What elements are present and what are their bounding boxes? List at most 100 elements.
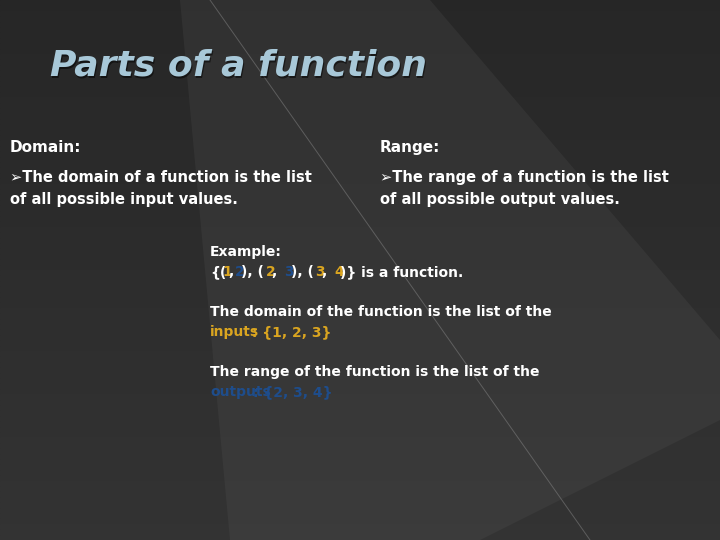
- Bar: [0, 535, 720, 540]
- Bar: [0, 162, 720, 167]
- Bar: [0, 486, 720, 491]
- Bar: [0, 113, 720, 119]
- Bar: [0, 351, 720, 356]
- Bar: [0, 205, 720, 211]
- Bar: [0, 54, 720, 59]
- Bar: [0, 356, 720, 362]
- Bar: [0, 248, 720, 254]
- Bar: [0, 5, 720, 11]
- Bar: [0, 437, 720, 443]
- Bar: [0, 286, 720, 292]
- Bar: [0, 470, 720, 475]
- Bar: [0, 211, 720, 216]
- Bar: [0, 11, 720, 16]
- Bar: [0, 135, 720, 140]
- Bar: [0, 324, 720, 329]
- Text: ,: ,: [272, 265, 282, 279]
- Bar: [0, 130, 720, 135]
- Text: 2: 2: [266, 265, 276, 279]
- Bar: [0, 81, 720, 86]
- Bar: [0, 103, 720, 108]
- Text: 3: 3: [315, 265, 325, 279]
- Text: Domain:: Domain:: [10, 140, 81, 155]
- Bar: [0, 32, 720, 38]
- Bar: [0, 329, 720, 335]
- Bar: [0, 508, 720, 513]
- Bar: [0, 184, 720, 189]
- Bar: [0, 475, 720, 481]
- Text: 2: 2: [235, 265, 245, 279]
- Bar: [0, 518, 720, 524]
- Bar: [0, 238, 720, 243]
- Bar: [0, 340, 720, 346]
- Bar: [0, 308, 720, 313]
- Bar: [0, 157, 720, 162]
- Bar: [0, 108, 720, 113]
- Bar: [0, 167, 720, 173]
- Text: The domain of the function is the list of the: The domain of the function is the list o…: [210, 305, 552, 319]
- Bar: [0, 265, 720, 270]
- Bar: [0, 0, 720, 5]
- Text: Range:: Range:: [380, 140, 441, 155]
- Bar: [0, 200, 720, 205]
- Text: outputs: outputs: [210, 385, 271, 399]
- Text: ,: ,: [322, 265, 332, 279]
- Bar: [0, 367, 720, 373]
- Bar: [0, 502, 720, 508]
- Text: : {1, 2, 3}: : {1, 2, 3}: [247, 325, 332, 339]
- Bar: [0, 124, 720, 130]
- Bar: [0, 427, 720, 432]
- Bar: [0, 92, 720, 97]
- Bar: [0, 194, 720, 200]
- Text: 3: 3: [284, 265, 294, 279]
- Bar: [0, 410, 720, 416]
- Bar: [0, 335, 720, 340]
- Bar: [0, 432, 720, 437]
- Bar: [0, 97, 720, 103]
- Bar: [0, 151, 720, 157]
- Bar: [0, 464, 720, 470]
- Bar: [0, 16, 720, 22]
- Bar: [0, 389, 720, 394]
- Text: 4: 4: [334, 265, 343, 279]
- Bar: [0, 243, 720, 248]
- Text: ➢The range of a function is the list: ➢The range of a function is the list: [380, 170, 669, 185]
- Bar: [0, 405, 720, 410]
- Bar: [0, 22, 720, 27]
- Bar: [0, 76, 720, 81]
- Bar: [0, 221, 720, 227]
- Bar: [0, 313, 720, 319]
- Bar: [0, 346, 720, 351]
- Bar: [0, 59, 720, 65]
- Bar: [0, 378, 720, 383]
- Bar: [0, 454, 720, 459]
- Text: inputs: inputs: [210, 325, 259, 339]
- Bar: [0, 140, 720, 146]
- Bar: [0, 497, 720, 502]
- Bar: [0, 173, 720, 178]
- Text: ), (: ), (: [291, 265, 313, 279]
- Bar: [0, 416, 720, 421]
- Bar: [0, 302, 720, 308]
- Bar: [0, 319, 720, 324]
- Text: of all possible input values.: of all possible input values.: [10, 192, 238, 207]
- Text: Example:: Example:: [210, 245, 282, 259]
- Bar: [0, 65, 720, 70]
- Bar: [0, 459, 720, 464]
- Text: ➢The domain of a function is the list: ➢The domain of a function is the list: [10, 170, 312, 185]
- Text: ), (: ), (: [241, 265, 264, 279]
- Bar: [0, 491, 720, 497]
- Bar: [0, 421, 720, 427]
- Bar: [0, 43, 720, 49]
- Bar: [0, 394, 720, 400]
- Bar: [0, 270, 720, 275]
- Bar: [0, 49, 720, 54]
- Bar: [0, 513, 720, 518]
- Bar: [0, 383, 720, 389]
- Bar: [0, 524, 720, 529]
- Text: of all possible output values.: of all possible output values.: [380, 192, 620, 207]
- Text: Parts of a function: Parts of a function: [51, 50, 428, 84]
- Bar: [0, 448, 720, 454]
- Text: ,: ,: [229, 265, 234, 279]
- Bar: [0, 178, 720, 184]
